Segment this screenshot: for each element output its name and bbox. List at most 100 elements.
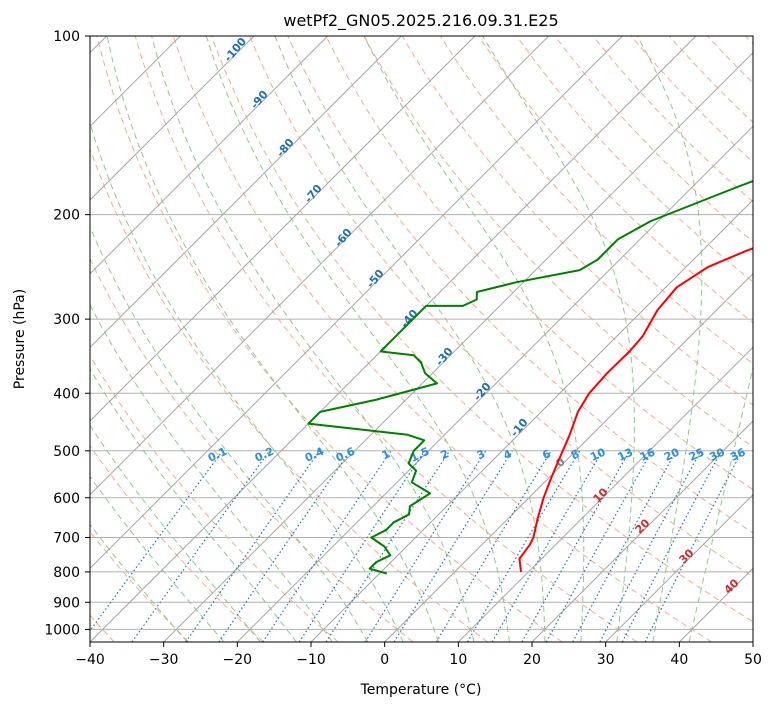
x-tick-label: 20 xyxy=(523,652,541,668)
dry-adiabat xyxy=(90,444,264,642)
x-tick-label: 30 xyxy=(597,652,615,668)
isotherm-line xyxy=(384,272,753,642)
mixing-ratio-label: 10 xyxy=(588,445,608,463)
mixing-ratio-line xyxy=(218,450,351,642)
mixing-ratio-label: 0.6 xyxy=(334,445,357,465)
mixing-ratio-line xyxy=(185,450,321,642)
y-tick-label: 1000 xyxy=(44,622,80,638)
x-axis-label: Temperature (°C) xyxy=(360,682,482,698)
theta-e-label: 30 xyxy=(677,546,697,566)
isotherm-label: -70 xyxy=(302,182,325,206)
dry-adiabat xyxy=(592,36,753,203)
mixing-ratio-label: 36 xyxy=(728,445,748,463)
mixing-ratio-line xyxy=(491,450,604,642)
x-tick-label: −30 xyxy=(149,652,179,668)
isotherm-label: -80 xyxy=(274,136,297,160)
theta-e-label: 10 xyxy=(591,485,611,505)
mixing-ratio-label: 1 xyxy=(380,447,392,462)
y-tick-label: 800 xyxy=(53,565,80,581)
isotherm-line xyxy=(90,36,402,349)
moist-adiabat xyxy=(90,368,297,642)
mixing-ratio-line xyxy=(262,450,392,642)
isotherm-label: -40 xyxy=(398,307,421,331)
dry-adiabat xyxy=(745,36,753,45)
mixing-ratio-label: 25 xyxy=(687,446,706,464)
isotherm-line xyxy=(310,199,753,642)
dry-adiabat xyxy=(90,147,488,642)
y-tick-label: 300 xyxy=(53,312,80,328)
y-tick-label: 100 xyxy=(53,29,80,45)
dry-adiabat xyxy=(439,36,753,365)
dry-adiabat xyxy=(90,257,414,642)
isotherm-line xyxy=(90,36,476,422)
theta-e-label: 20 xyxy=(633,516,653,536)
y-tick-label: 400 xyxy=(53,386,80,402)
moist-adiabat xyxy=(90,121,404,642)
y-tick-label: 900 xyxy=(53,595,80,611)
x-tick-label: −20 xyxy=(223,652,253,668)
dry-adiabat xyxy=(90,530,190,642)
dry-adiabat-base xyxy=(0,36,2,642)
mixing-ratio-line xyxy=(521,450,631,642)
y-axis-label: Pressure (hPa) xyxy=(12,289,28,389)
isotherm-label: -50 xyxy=(364,267,387,291)
dry-adiabat xyxy=(134,36,638,642)
mixing-ratio-label: 2 xyxy=(438,447,450,462)
dry-adiabat xyxy=(516,36,753,283)
moist-adiabat xyxy=(151,36,475,642)
isotherm-line xyxy=(90,36,255,201)
mixing-ratio-label: 4 xyxy=(501,447,514,462)
plot-area: 0.1 0.2 0.4 0.6 1 1.5 2 3 4 6 8 10 13 16 20 25 30 36-100-… xyxy=(0,35,753,642)
isotherm-line xyxy=(605,493,753,642)
moist-adiabat xyxy=(90,424,261,642)
mixing-ratio-label: 0.1 xyxy=(206,445,229,465)
isotherm-line xyxy=(90,36,550,496)
isotherm-line xyxy=(531,420,753,642)
theta-e-label: 40 xyxy=(722,576,742,596)
dry-adiabat xyxy=(96,36,563,642)
mixing-ratio-label: 16 xyxy=(638,445,658,463)
isotherm-line xyxy=(163,51,753,642)
x-axis: −40 −30 −20 −10 0 10 20 30 40 50 xyxy=(75,642,762,668)
temperature-profile xyxy=(518,247,753,573)
dry-adiabat xyxy=(401,36,753,406)
moist-adiabat xyxy=(363,36,585,642)
moist-adiabat xyxy=(274,36,546,642)
dry-adiabat xyxy=(478,36,753,324)
isotherm-label: -100 xyxy=(221,35,249,65)
mixing-ratio-line xyxy=(545,450,653,642)
plot-frame xyxy=(89,35,754,643)
moist-adiabat xyxy=(688,364,753,642)
moist-adiabat xyxy=(106,36,440,642)
moist-adiabat xyxy=(636,36,703,642)
dry-adiabat xyxy=(90,354,339,642)
dry-adiabat xyxy=(630,36,753,163)
mixing-ratio-label: 30 xyxy=(707,445,727,463)
isotherm-line xyxy=(90,36,623,570)
mixing-ratio-label: 20 xyxy=(662,445,682,463)
y-axis: 100 200 300 400 500 600 700 800 900 1000 xyxy=(44,29,90,638)
mixing-ratio-line xyxy=(364,450,487,642)
moist-adiabat xyxy=(90,523,188,642)
dry-adiabat xyxy=(707,36,753,84)
mixing-ratio-line xyxy=(466,450,581,642)
x-tick-label: 40 xyxy=(670,652,688,668)
dewpoint-profile xyxy=(307,180,753,575)
moist-adiabat xyxy=(90,225,369,642)
isotherm-line xyxy=(236,125,753,642)
moist-adiabat xyxy=(205,36,510,642)
x-tick-label: 50 xyxy=(744,652,762,668)
isotherm-label: -20 xyxy=(471,380,494,404)
mixing-ratio-label: 13 xyxy=(616,446,635,464)
mixing-ratio-label: 8 xyxy=(569,447,581,462)
dry-adiabat xyxy=(211,36,753,623)
mixing-ratio-line xyxy=(572,450,677,642)
mixing-ratio-line xyxy=(599,450,702,642)
mixing-ratio-line xyxy=(131,450,271,642)
x-tick-label: 10 xyxy=(449,652,467,668)
mixing-ratio-line xyxy=(435,450,552,642)
mixing-ratio-line xyxy=(393,450,513,642)
x-tick-label: −10 xyxy=(296,652,326,668)
chart-title: wetPf2_GN05.2025.216.09.31.E25 xyxy=(283,11,558,31)
